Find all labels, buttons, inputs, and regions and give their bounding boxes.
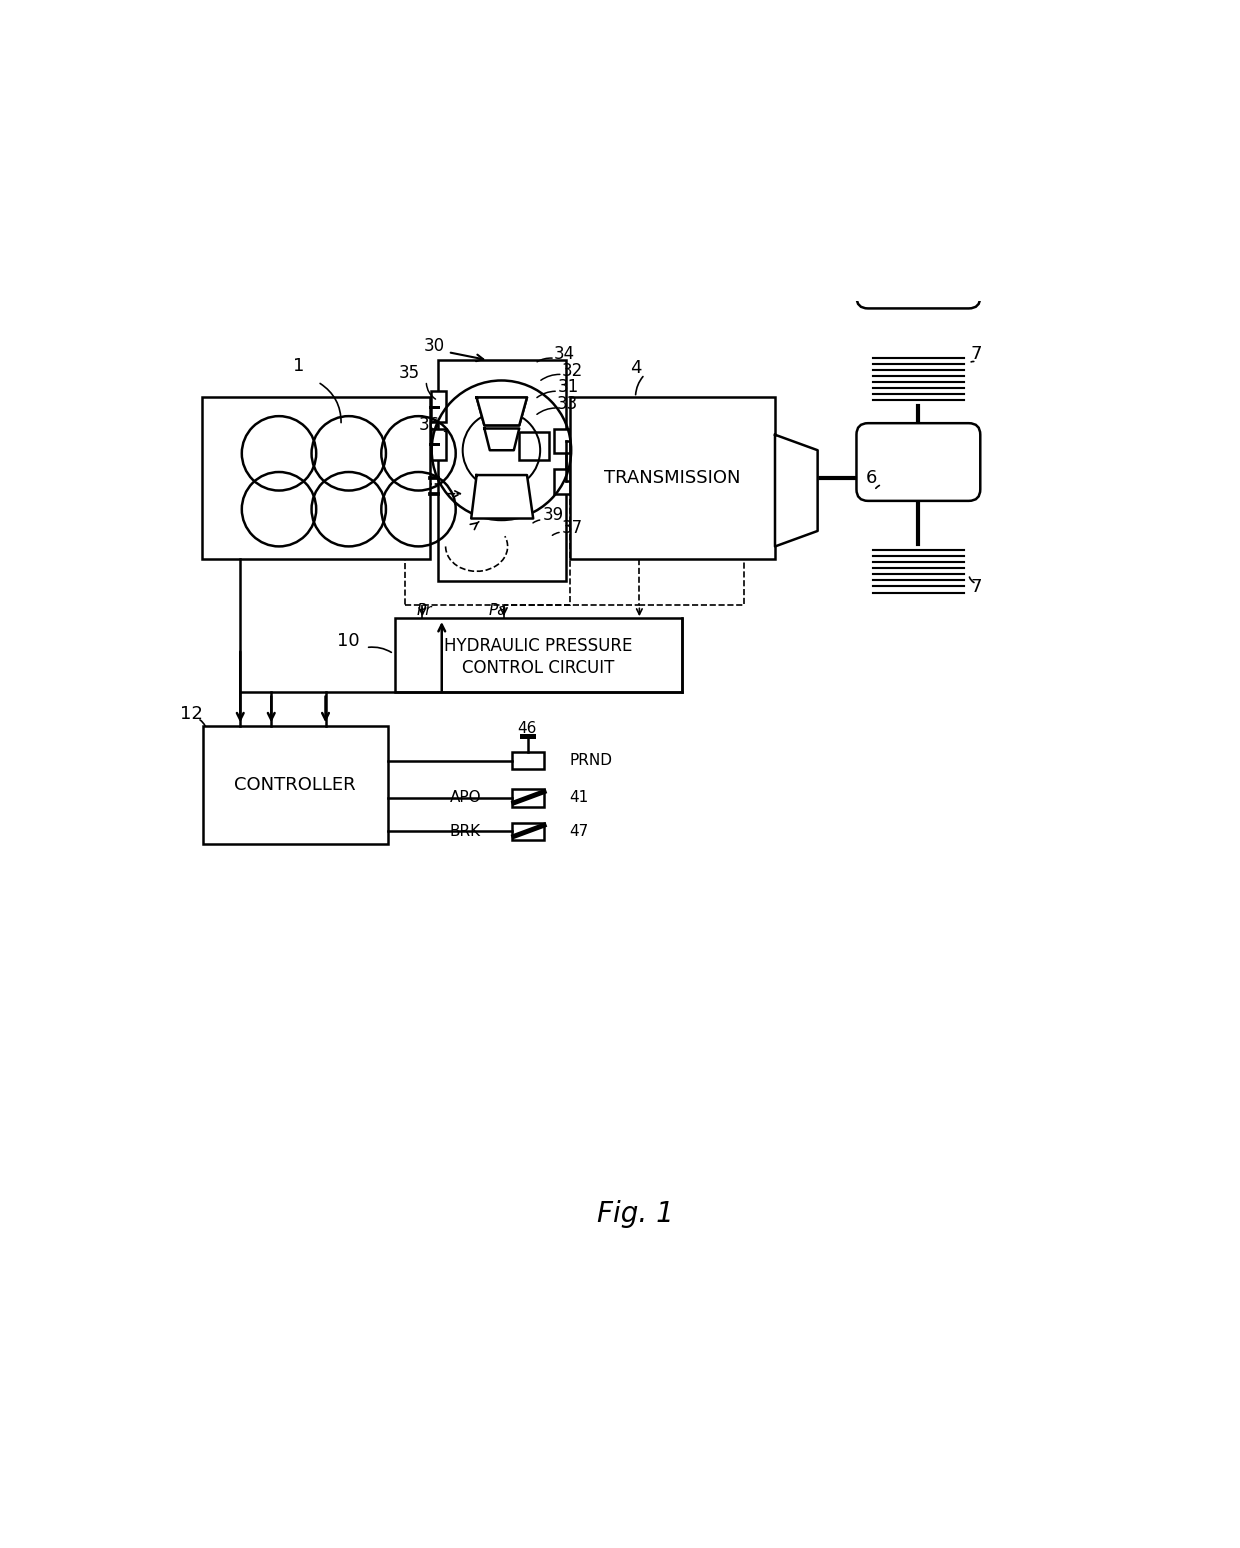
- FancyBboxPatch shape: [511, 822, 544, 841]
- Text: APO: APO: [449, 791, 481, 805]
- Text: 4: 4: [630, 359, 641, 378]
- FancyBboxPatch shape: [203, 726, 387, 845]
- Text: 37: 37: [562, 519, 583, 537]
- Text: Pa: Pa: [489, 602, 507, 618]
- Polygon shape: [485, 429, 520, 450]
- Text: Fig. 1: Fig. 1: [598, 1200, 673, 1228]
- Polygon shape: [775, 435, 817, 546]
- Text: 7: 7: [971, 577, 982, 596]
- Polygon shape: [471, 475, 533, 519]
- Text: 10: 10: [337, 633, 360, 650]
- Text: 7: 7: [971, 345, 982, 364]
- FancyBboxPatch shape: [511, 789, 544, 807]
- Text: 39: 39: [543, 506, 564, 525]
- FancyBboxPatch shape: [857, 231, 981, 308]
- Text: BRK: BRK: [449, 824, 481, 839]
- Text: 35: 35: [399, 364, 420, 382]
- FancyBboxPatch shape: [438, 361, 565, 580]
- Text: CONTROL CIRCUIT: CONTROL CIRCUIT: [463, 658, 615, 676]
- FancyBboxPatch shape: [432, 429, 445, 460]
- FancyBboxPatch shape: [396, 618, 682, 692]
- FancyBboxPatch shape: [857, 423, 981, 502]
- Text: TRANSMISSION: TRANSMISSION: [604, 469, 740, 488]
- Text: Pr: Pr: [417, 602, 433, 618]
- FancyBboxPatch shape: [554, 429, 569, 454]
- Text: CONTROLLER: CONTROLLER: [234, 777, 356, 794]
- Text: 12: 12: [180, 704, 203, 723]
- Text: 1: 1: [293, 358, 304, 376]
- Text: PRND: PRND: [569, 754, 613, 768]
- Text: 32: 32: [562, 362, 583, 379]
- FancyBboxPatch shape: [569, 398, 775, 559]
- Polygon shape: [476, 398, 527, 426]
- FancyBboxPatch shape: [520, 432, 549, 460]
- Text: 47: 47: [569, 824, 589, 839]
- Text: HYDRAULIC PRESSURE: HYDRAULIC PRESSURE: [444, 636, 632, 655]
- Text: 6: 6: [867, 469, 878, 488]
- FancyBboxPatch shape: [201, 398, 430, 559]
- FancyBboxPatch shape: [511, 752, 544, 769]
- Text: 33: 33: [557, 395, 578, 413]
- Text: 31: 31: [558, 378, 579, 396]
- Text: 46: 46: [517, 721, 537, 735]
- Text: 41: 41: [569, 791, 589, 805]
- Text: 34: 34: [554, 345, 575, 364]
- FancyBboxPatch shape: [432, 392, 445, 423]
- FancyBboxPatch shape: [554, 469, 569, 494]
- Text: 30: 30: [423, 337, 445, 354]
- Text: 36: 36: [419, 416, 440, 435]
